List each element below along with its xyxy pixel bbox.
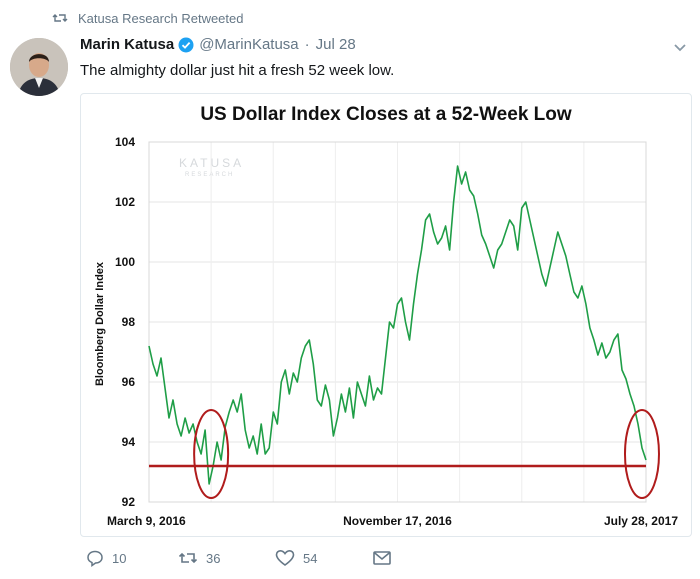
y-tick-label: 104 [115, 135, 135, 149]
header-separator: · [304, 36, 310, 53]
reply-count: 10 [112, 550, 127, 566]
y-tick-label: 92 [122, 495, 136, 509]
tweet-actions: 10 36 54 [80, 549, 410, 573]
annotation-ellipse [193, 409, 230, 499]
author-handle[interactable]: @MarinKatusa [199, 36, 299, 53]
y-tick-label: 102 [115, 195, 135, 209]
envelope-icon [373, 551, 391, 565]
y-tick-label: 94 [122, 435, 136, 449]
y-axis-ticks: 92 94 96 98 100 102 104 [115, 135, 135, 509]
retweet-count: 36 [206, 550, 221, 566]
author-name[interactable]: Marin Katusa [80, 36, 175, 53]
watermark-sub: RESEARCH [185, 172, 234, 178]
like-count: 54 [303, 550, 318, 566]
x-axis-ticks: March 9, 2016 November 17, 2016 July 28, 2… [107, 514, 678, 528]
chart: US Dollar Index Closes at a 52-Week Low … [94, 104, 678, 528]
y-tick-label: 98 [122, 315, 136, 329]
tweet-date[interactable]: Jul 28 [315, 36, 356, 53]
series-line [148, 165, 647, 485]
retweet-label: Katusa Research Retweeted [78, 10, 244, 26]
reply-icon [87, 550, 103, 567]
chart-grid [148, 141, 647, 503]
y-axis-label: Bloomberg Dollar Index [94, 261, 106, 386]
like-button[interactable]: 54 [275, 549, 317, 567]
series-group [148, 165, 647, 485]
retweet-context[interactable]: Katusa Research Retweeted [52, 10, 243, 26]
avatar[interactable] [10, 38, 68, 96]
retweet-icon [178, 552, 198, 564]
annotation-ellipse [623, 409, 660, 499]
tweet-text: The almighty dollar just hit a fresh 52 … [80, 62, 395, 79]
chart-image[interactable]: US Dollar Index Closes at a 52-Week Low … [80, 93, 692, 537]
retweet-button[interactable]: 36 [178, 549, 220, 567]
chart-title: US Dollar Index Closes at a 52-Week Low [200, 104, 572, 125]
direct-message-button[interactable] [372, 549, 400, 567]
tweet-menu-chevron-down-icon[interactable] [670, 38, 690, 58]
x-tick-label: March 9, 2016 [107, 514, 186, 528]
x-tick-label: November 17, 2016 [343, 514, 452, 528]
watermark-brand: KATUSA [179, 156, 244, 170]
chart-watermark: KATUSA RESEARCH [179, 156, 244, 178]
x-tick-label: July 28, 2017 [604, 514, 678, 528]
tweet-header: Marin Katusa @MarinKatusa · Jul 28 [80, 36, 356, 53]
plot-frame [148, 141, 647, 503]
reply-button[interactable]: 10 [86, 549, 126, 567]
y-tick-label: 96 [122, 375, 136, 389]
annotation-group [193, 409, 660, 499]
heart-icon [275, 549, 295, 566]
y-tick-label: 100 [115, 255, 135, 269]
retweet-icon [52, 10, 68, 26]
verified-badge-icon [178, 37, 194, 53]
